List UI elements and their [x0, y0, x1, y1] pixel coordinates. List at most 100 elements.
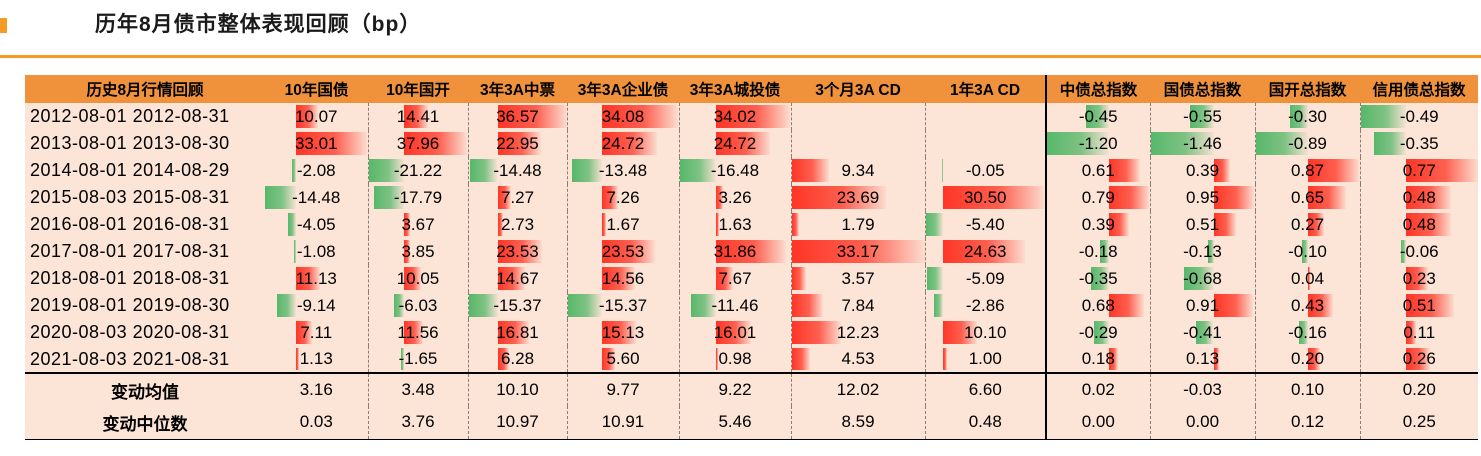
column-header: 3年3A中票: [468, 75, 567, 103]
table-row: 2019-08-01 2019-08-30 -9.14 -6.03 -15.37 -15…: [25, 292, 1478, 319]
cell-value-text: 7.84: [841, 295, 875, 315]
negative-data-bar: [942, 159, 944, 182]
cell-value-text: -14.48: [292, 187, 341, 207]
cell-value-text: 0.20: [1402, 380, 1436, 399]
value-cell: 7.27: [467, 184, 567, 211]
value-cell: -0.30: [1254, 103, 1360, 130]
positive-data-bar: [1308, 159, 1360, 182]
positive-data-bar: [1108, 348, 1119, 370]
cell-value-text: 0.25: [1402, 412, 1436, 432]
negative-data-bar: [293, 240, 297, 263]
value-cell: 0.20: [1359, 372, 1478, 406]
value-cell: 11.13: [265, 265, 368, 292]
cell-value-text: 7.26: [606, 187, 640, 207]
cell-value-text: 0.20: [1290, 349, 1325, 368]
positive-data-bar: [1108, 213, 1129, 236]
positive-data-bar: [1406, 267, 1428, 290]
table-row: 2012-08-01 2012-08-31 10.07 14.41 36.57 34.0…: [25, 103, 1478, 130]
cell-value-text: 0.48: [1402, 187, 1436, 207]
positive-data-bar: [943, 240, 1026, 263]
cell-value-text: 5.46: [718, 412, 752, 432]
cell-value-text: -1.65: [398, 349, 438, 368]
cell-value-text: 12.02: [836, 380, 880, 399]
value-cell: 24.72: [566, 130, 679, 157]
summary-label-cell: 变动均值: [25, 372, 265, 406]
value-cell: 10.10: [924, 319, 1046, 346]
value-cell: 0.91: [1149, 292, 1255, 319]
cell-value-text: 3.67: [401, 214, 435, 234]
value-cell: 12.02: [790, 372, 925, 406]
value-cell: -2.86: [924, 292, 1046, 319]
negative-data-bar: [291, 159, 297, 182]
value-cell: -14.48: [265, 184, 368, 211]
cell-value-text: 24.72: [601, 133, 645, 153]
column-header: 10年国开: [368, 75, 468, 103]
positive-data-bar: [602, 132, 658, 155]
column-header: 国债总指数: [1150, 75, 1255, 103]
page-title: 历年8月债市整体表现回顾（bp）: [95, 13, 422, 36]
value-cell: 0.48: [1359, 211, 1478, 238]
positive-data-bar: [715, 321, 751, 344]
positive-data-bar: [1308, 348, 1320, 370]
value-cell: -5.09: [924, 265, 1046, 292]
cell-value-text: 1.13: [299, 349, 333, 368]
value-cell: 0.43: [1254, 292, 1360, 319]
positive-data-bar: [1308, 213, 1325, 236]
value-cell: -15.37: [467, 292, 567, 319]
positive-data-bar: [943, 321, 978, 344]
value-cell: [924, 130, 1046, 157]
positive-data-bar: [1406, 186, 1451, 209]
value-cell: -5.40: [924, 211, 1046, 238]
column-header: 3年3A企业债: [567, 75, 679, 103]
positive-data-bar: [1406, 159, 1478, 182]
negative-data-bar: [470, 159, 498, 182]
positive-data-bar: [791, 294, 823, 317]
positive-data-bar: [1308, 294, 1334, 317]
column-header: 3个月3A CD: [791, 75, 925, 103]
positive-data-bar: [1108, 159, 1141, 182]
column-header: 信用债总指数: [1360, 75, 1478, 103]
cell-value-text: 0.23: [1402, 268, 1436, 288]
cell-value-text: 0.02: [1081, 380, 1115, 399]
cell-value-text: -13.48: [598, 160, 648, 180]
value-cell: 1.63: [678, 211, 791, 238]
period-cell: 2013-08-01 2013-08-30: [30, 133, 230, 153]
value-cell: 16.01: [678, 319, 791, 346]
positive-data-bar: [791, 321, 841, 344]
value-cell: 1.13: [265, 346, 368, 373]
value-cell: -0.18: [1045, 238, 1150, 265]
cell-value-text: 7.11: [300, 322, 333, 342]
positive-data-bar: [715, 213, 720, 236]
cell-value-text: 16.81: [496, 322, 539, 342]
cell-value-text: 10.05: [396, 268, 440, 288]
value-cell: -0.05: [924, 157, 1046, 184]
column-header: 10年国债: [265, 75, 368, 103]
negative-data-bar: [374, 186, 404, 209]
value-cell: 0.13: [1149, 346, 1255, 373]
value-cell: -4.05: [265, 211, 368, 238]
value-cell: 37.96: [367, 130, 468, 157]
summary-row: 变动中位数 0.03 3.76 10.97 10.91 5.46 8.59 0.48 0.00 0…: [25, 406, 1478, 440]
value-cell: -0.03: [1149, 372, 1255, 406]
cell-value-text: 3.57: [841, 268, 875, 288]
value-cell: 0.65: [1254, 184, 1360, 211]
value-cell: 5.46: [678, 406, 791, 440]
cell-value-text: 14.41: [396, 106, 440, 126]
cell-value-text: -0.16: [1288, 322, 1327, 342]
value-cell: 7.67: [678, 265, 791, 292]
period-cell: 2021-08-03 2021-08-31: [30, 348, 230, 369]
value-cell: 10.97: [467, 406, 567, 440]
cell-value-text: 8.59: [841, 412, 875, 432]
cell-value-text: -9.14: [296, 295, 336, 315]
cell-value-text: 10.10: [496, 380, 539, 399]
cell-value-text: 33.17: [836, 241, 880, 261]
negative-data-bar: [1047, 132, 1109, 155]
cell-value-text: 1.63: [718, 214, 752, 234]
positive-data-bar: [1308, 186, 1347, 209]
cell-value-text: -15.37: [598, 295, 648, 315]
value-cell: 0.23: [1359, 265, 1478, 292]
value-cell: 0.48: [924, 406, 1046, 440]
cell-value-text: 6.60: [968, 380, 1002, 399]
positive-data-bar: [1406, 213, 1451, 236]
value-cell: 0.48: [1359, 184, 1478, 211]
